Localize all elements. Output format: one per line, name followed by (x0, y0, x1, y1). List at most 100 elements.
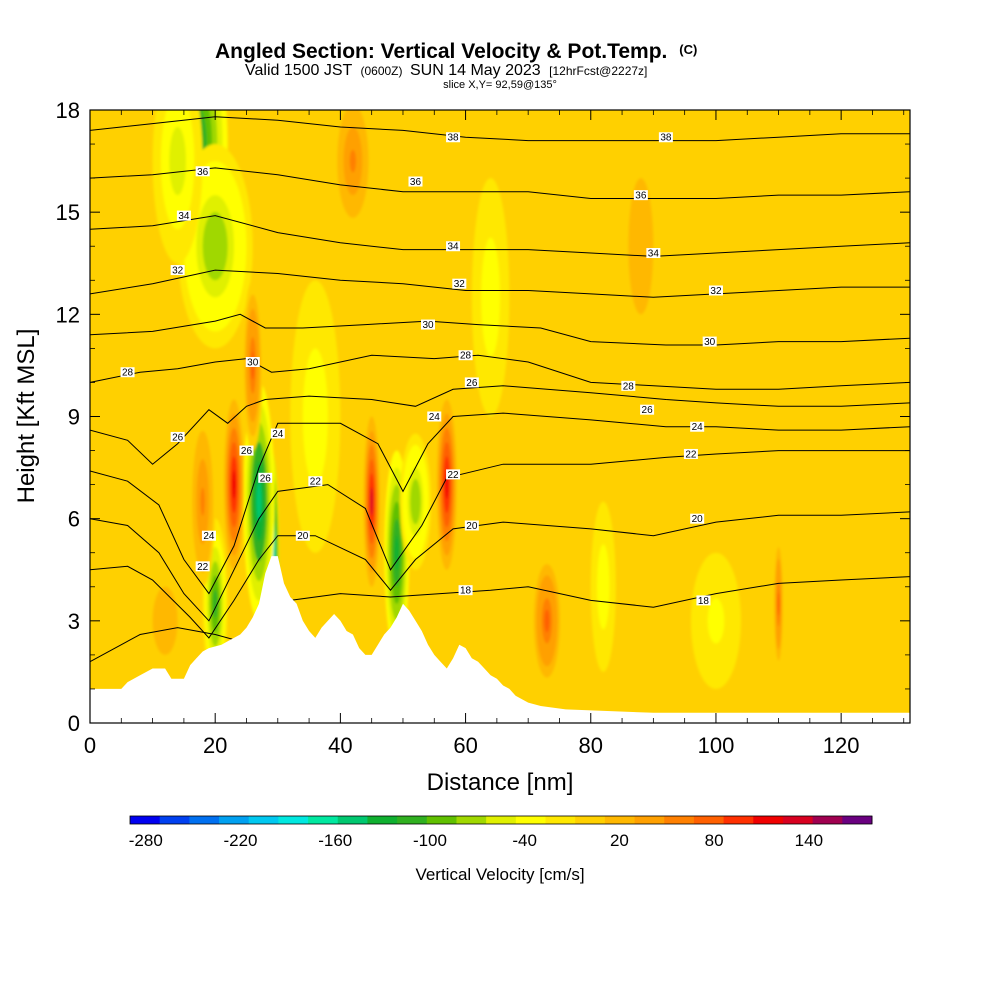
colorbar-swatch (308, 816, 339, 824)
colorbar-tick-label: -280 (129, 831, 163, 850)
svg-text:20: 20 (692, 514, 704, 525)
x-tick-label: 120 (823, 733, 860, 758)
contour-30 (90, 313, 910, 346)
colorbar-swatch (604, 816, 636, 824)
colorbar-swatch (515, 816, 547, 824)
velocity-cell-1 (208, 229, 222, 264)
plot-area: 18 18 20 20 20 22 22 22 22 24 24 24 24 26 26 26 26 26 28 28… (89, 109, 911, 724)
contour-label-28: 28 (120, 367, 135, 379)
y-tick-label: 0 (68, 711, 80, 736)
colorbar-swatch (753, 816, 784, 824)
contour-label-20: 20 (295, 530, 310, 542)
colorbar-swatch (664, 816, 695, 824)
colorbar-swatch (337, 816, 368, 824)
contour-label-26: 26 (258, 472, 273, 484)
chart-title: Angled Section: Vertical Velocity & Pot.… (215, 40, 697, 63)
contour-label-26: 26 (640, 404, 655, 416)
x-tick-label: 60 (453, 733, 477, 758)
contour-label-18: 18 (696, 595, 711, 607)
x-tick-label: 100 (698, 733, 735, 758)
svg-text:24: 24 (429, 412, 441, 423)
svg-text:24: 24 (203, 531, 215, 542)
svg-text:36: 36 (410, 177, 422, 188)
contour-24 (90, 412, 910, 595)
subtitle-forecast: [12hrFcst@2227z] (549, 64, 647, 78)
svg-text:30: 30 (704, 337, 716, 348)
x-axis-label: Distance [nm] (427, 769, 574, 796)
contour-label-26: 26 (239, 445, 254, 457)
contour-label-22: 22 (446, 469, 461, 481)
contour-36 (90, 167, 910, 199)
colorbar-swatch (782, 816, 814, 824)
contour-label-24: 24 (427, 411, 442, 423)
colorbar-swatch (486, 816, 517, 824)
svg-text:20: 20 (297, 531, 309, 542)
y-tick-label: 18 (56, 98, 80, 123)
contour-label-36: 36 (633, 190, 648, 202)
contour-label-30: 30 (421, 319, 436, 331)
velocity-cell-13 (349, 149, 357, 173)
contour-22 (90, 450, 910, 622)
velocity-field (140, 110, 784, 689)
contour-38 (90, 116, 910, 142)
svg-text:36: 36 (197, 167, 209, 178)
subtitle-utc: (0600Z) (360, 64, 402, 78)
contour-label-20: 20 (690, 513, 705, 525)
contour-28 (90, 354, 910, 390)
contour-26 (90, 385, 910, 465)
contour-label-32: 32 (452, 278, 467, 290)
svg-text:26: 26 (241, 446, 253, 457)
svg-text:26: 26 (172, 432, 184, 443)
svg-text:22: 22 (685, 449, 697, 460)
colorbar-swatch (575, 816, 606, 824)
colorbar-tick-label: 20 (610, 831, 629, 850)
contour-label-26: 26 (170, 431, 185, 443)
contour-label-22: 22 (308, 476, 323, 488)
colorbar-frame (129, 815, 873, 825)
contour-label-34: 34 (446, 241, 461, 253)
colorbar-swatch (456, 816, 487, 824)
subtitle-valid: Valid 1500 JST (245, 62, 353, 79)
svg-text:38: 38 (660, 133, 672, 144)
contour-label-24: 24 (270, 428, 285, 440)
contour-label-28: 28 (458, 350, 473, 362)
subtitle-date: SUN 14 May 2023 (410, 62, 541, 79)
chart-subtitle: Valid 1500 JST (0600Z) SUN 14 May 2023 [… (245, 62, 647, 79)
contour-label-38: 38 (446, 132, 461, 144)
terrain (90, 556, 910, 723)
svg-text:18: 18 (460, 586, 472, 597)
svg-text:30: 30 (247, 358, 259, 369)
velocity-cell-14 (544, 609, 550, 633)
colorbar: -280 -220 -160 -100 -40 20 80 140 (129, 815, 873, 850)
contour-label-34: 34 (646, 248, 661, 260)
title-unit: (C) (679, 42, 697, 57)
colorbar-tick-label: -40 (512, 831, 537, 850)
svg-text:22: 22 (447, 470, 459, 481)
contour-label-32: 32 (170, 265, 185, 277)
velocity-cell-8 (232, 470, 236, 499)
contour-label-38: 38 (658, 132, 673, 144)
svg-text:20: 20 (466, 521, 478, 532)
velocity-cell-18 (636, 223, 646, 269)
velocity-cell-17 (160, 609, 170, 633)
contour-label-18: 18 (458, 585, 473, 597)
contour-label-30: 30 (702, 336, 717, 348)
svg-text:32: 32 (454, 279, 466, 290)
colorbar-swatch (248, 816, 279, 824)
colorbar-swatch (812, 816, 843, 824)
colorbar-swatch (367, 816, 398, 824)
velocity-cell-2 (173, 144, 182, 179)
svg-text:24: 24 (272, 429, 284, 440)
y-tick-label: 9 (68, 405, 80, 430)
contour-label-22: 22 (195, 561, 210, 573)
contour-18 (90, 576, 910, 663)
colorbar-tick-label: -220 (223, 831, 257, 850)
velocity-cell-5 (213, 589, 218, 618)
colorbar-swatch (723, 816, 754, 824)
svg-text:28: 28 (122, 368, 134, 379)
contour-34 (90, 215, 910, 257)
colorbar-tick-label: 140 (795, 831, 823, 850)
title-main: Angled Section: Vertical Velocity & Pot.… (215, 40, 667, 63)
